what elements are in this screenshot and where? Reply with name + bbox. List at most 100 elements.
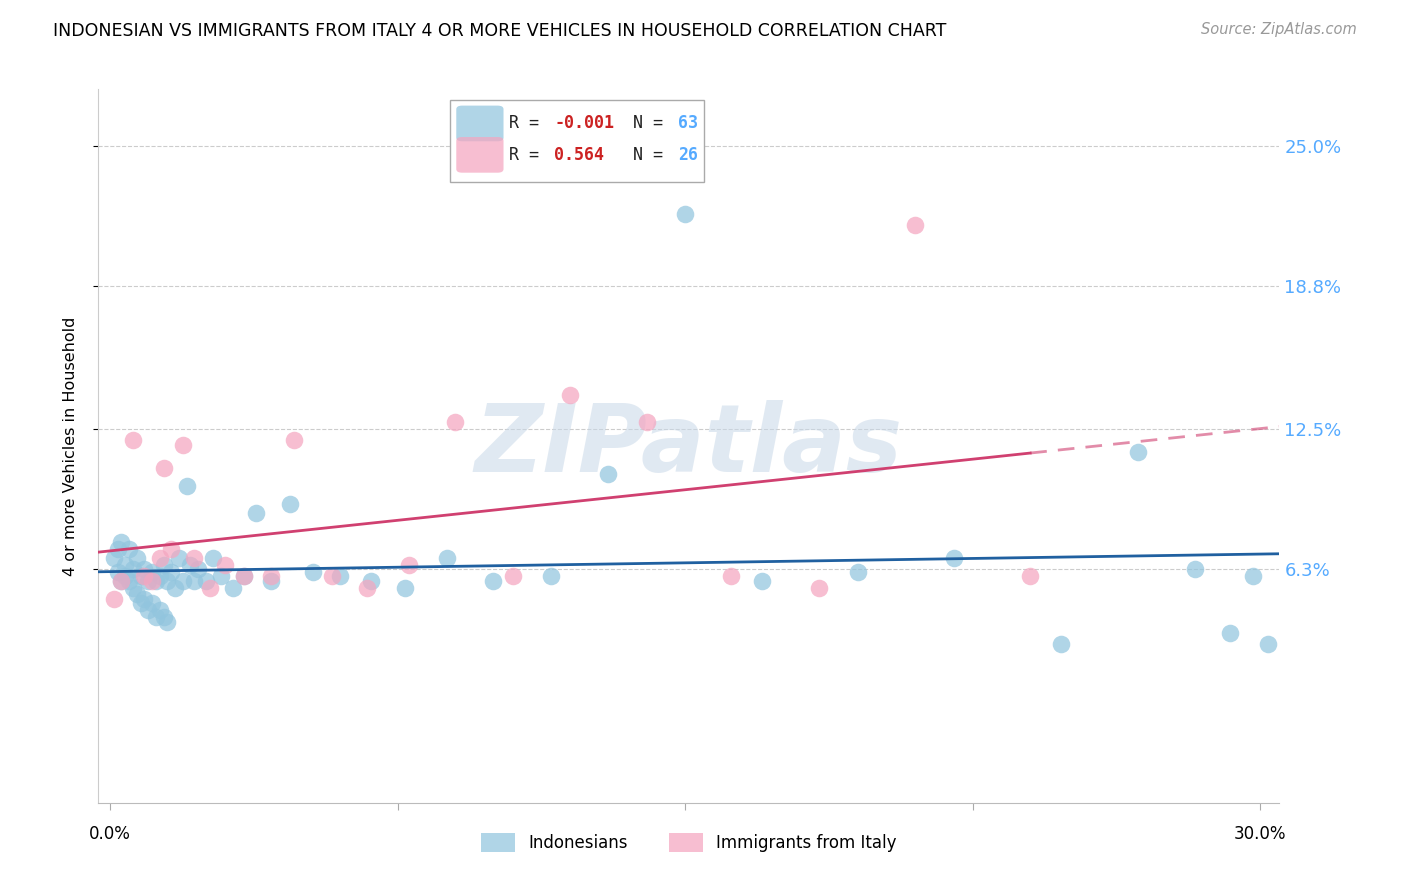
Text: 0.564: 0.564: [554, 146, 605, 164]
Legend: Indonesians, Immigrants from Italy: Indonesians, Immigrants from Italy: [475, 826, 903, 859]
Point: [156, 615, 179, 629]
Point: [183, 574, 205, 588]
Text: N =: N =: [634, 146, 673, 164]
Point: [114, 558, 136, 572]
Point: [122, 562, 145, 576]
Point: [114, 569, 136, 583]
Point: [141, 597, 163, 611]
Point: [110, 574, 132, 588]
Text: 0.0%: 0.0%: [89, 825, 131, 844]
Point: [152, 460, 174, 475]
Point: [808, 581, 831, 595]
Point: [194, 574, 217, 588]
Text: 26: 26: [678, 146, 699, 164]
Point: [209, 569, 232, 583]
Point: [152, 610, 174, 624]
Point: [136, 603, 159, 617]
Point: [260, 569, 283, 583]
Point: [436, 551, 458, 566]
Point: [198, 581, 221, 595]
FancyBboxPatch shape: [457, 105, 503, 141]
Text: R =: R =: [509, 146, 550, 164]
Point: [122, 581, 145, 595]
Point: [283, 434, 305, 448]
Point: [160, 542, 183, 557]
Point: [125, 587, 148, 601]
Point: [145, 610, 167, 624]
Point: [149, 551, 172, 566]
Point: [187, 562, 209, 576]
Text: 30.0%: 30.0%: [1234, 825, 1286, 844]
Text: Source: ZipAtlas.com: Source: ZipAtlas.com: [1201, 22, 1357, 37]
Point: [107, 565, 129, 579]
Point: [110, 535, 132, 549]
Point: [149, 569, 172, 583]
Point: [202, 551, 225, 566]
Point: [846, 565, 869, 579]
Point: [134, 591, 156, 606]
Point: [118, 574, 141, 588]
Point: [1219, 626, 1241, 640]
Point: [1257, 637, 1279, 651]
Point: [356, 581, 378, 595]
Point: [141, 574, 163, 588]
Point: [107, 542, 129, 557]
Text: 63: 63: [678, 114, 699, 132]
FancyBboxPatch shape: [457, 137, 503, 173]
Point: [398, 558, 420, 572]
Point: [214, 558, 236, 572]
Text: R =: R =: [509, 114, 550, 132]
Text: -0.001: -0.001: [554, 114, 614, 132]
Point: [172, 574, 194, 588]
Point: [176, 478, 198, 492]
Point: [540, 569, 562, 583]
Point: [172, 438, 194, 452]
Point: [673, 207, 696, 221]
Point: [720, 569, 742, 583]
Point: [152, 558, 174, 572]
Point: [502, 569, 524, 583]
Point: [751, 574, 773, 588]
Point: [134, 569, 156, 583]
Point: [321, 569, 343, 583]
Point: [558, 388, 581, 402]
Point: [942, 551, 965, 566]
Point: [1019, 569, 1042, 583]
Point: [1050, 637, 1073, 651]
Point: [156, 574, 179, 588]
Point: [136, 574, 159, 588]
Point: [260, 574, 283, 588]
Point: [1126, 444, 1149, 458]
Point: [129, 597, 152, 611]
Point: [179, 558, 201, 572]
Point: [636, 415, 658, 429]
Text: INDONESIAN VS IMMIGRANTS FROM ITALY 4 OR MORE VEHICLES IN HOUSEHOLD CORRELATION : INDONESIAN VS IMMIGRANTS FROM ITALY 4 OR…: [53, 22, 946, 40]
Point: [110, 574, 132, 588]
Point: [149, 603, 172, 617]
Text: ZIPatlas: ZIPatlas: [475, 400, 903, 492]
Point: [103, 551, 125, 566]
Point: [598, 467, 620, 482]
Point: [233, 569, 256, 583]
Point: [134, 562, 156, 576]
Point: [245, 506, 267, 520]
Point: [1241, 569, 1264, 583]
FancyBboxPatch shape: [450, 100, 704, 182]
Point: [103, 591, 125, 606]
Point: [145, 574, 167, 588]
Point: [904, 218, 927, 232]
Point: [329, 569, 352, 583]
Point: [165, 581, 187, 595]
Point: [221, 581, 243, 595]
Point: [167, 551, 190, 566]
Y-axis label: 4 or more Vehicles in Household: 4 or more Vehicles in Household: [63, 317, 77, 575]
Point: [302, 565, 325, 579]
Text: N =: N =: [634, 114, 673, 132]
Point: [160, 565, 183, 579]
Point: [118, 542, 141, 557]
Point: [444, 415, 467, 429]
Point: [1184, 562, 1206, 576]
Point: [233, 569, 256, 583]
Point: [122, 434, 145, 448]
Point: [129, 569, 152, 583]
